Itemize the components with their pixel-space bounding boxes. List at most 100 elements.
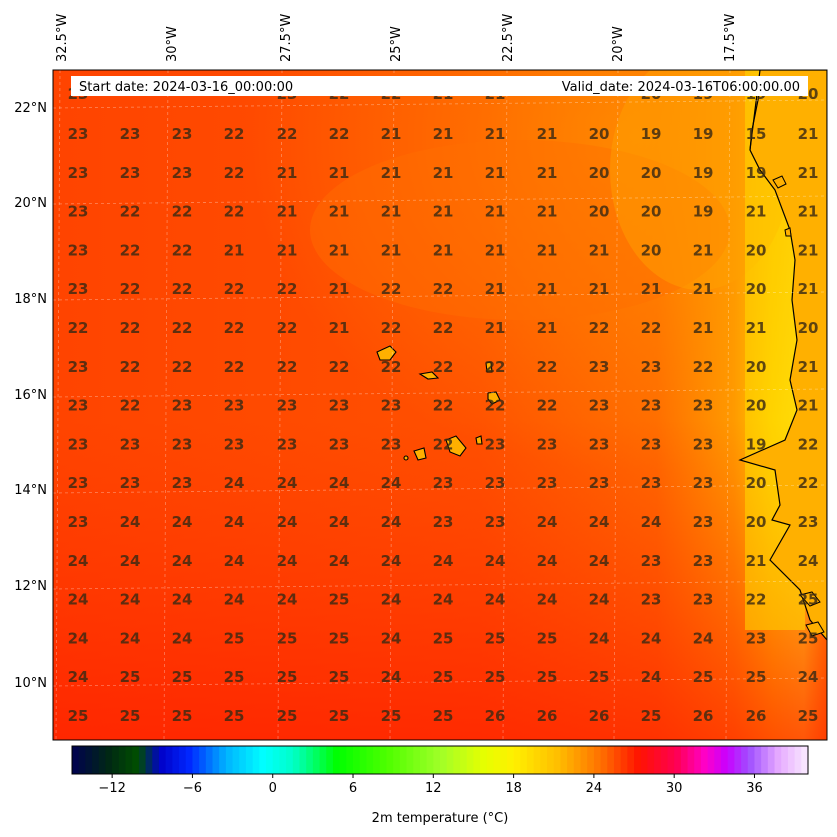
grid-value: 24: [120, 552, 141, 570]
grid-value: 23: [68, 435, 89, 453]
grid-value: 25: [485, 668, 506, 686]
grid-value: 23: [485, 435, 506, 453]
grid-value: 25: [224, 629, 245, 647]
grid-value: 23: [641, 435, 662, 453]
grid-value: 23: [172, 164, 193, 182]
grid-value: 21: [693, 319, 714, 337]
grid-value: 26: [746, 707, 767, 725]
lon-label: 22.5°W: [501, 14, 516, 62]
grid-value: 21: [641, 280, 662, 298]
grid-value: 22: [381, 358, 402, 376]
grid-value: 19: [641, 125, 662, 143]
grid-value: 23: [485, 474, 506, 492]
grid-value: 22: [329, 125, 350, 143]
grid-value: 20: [641, 203, 662, 221]
date-header: Start date: 2024-03-16_00:00:00 Valid_da…: [71, 76, 808, 96]
lon-label: 25°W: [389, 26, 404, 62]
grid-value: 25: [589, 668, 610, 686]
grid-value: 24: [589, 552, 610, 570]
grid-value: 20: [746, 358, 767, 376]
grid-value: 24: [381, 552, 402, 570]
grid-value: 21: [693, 241, 714, 259]
grid-value: 22: [120, 203, 141, 221]
grid-value: 22: [433, 319, 454, 337]
grid-value: 23: [68, 125, 89, 143]
grid-value: 23: [68, 358, 89, 376]
grid-value: 23: [433, 513, 454, 531]
grid-value: 23: [485, 513, 506, 531]
grid-value: 23: [746, 629, 767, 647]
grid-value: 19: [746, 435, 767, 453]
grid-value: 21: [537, 164, 558, 182]
colorbar-label: 2m temperature (°C): [372, 811, 509, 826]
grid-value: 21: [798, 280, 819, 298]
grid-value: 23: [224, 435, 245, 453]
grid-value: 23: [120, 474, 141, 492]
grid-value: 25: [224, 668, 245, 686]
grid-value: 21: [746, 203, 767, 221]
grid-value: 23: [172, 125, 193, 143]
grid-value: 26: [537, 707, 558, 725]
grid-value: 21: [537, 280, 558, 298]
grid-value: 23: [589, 435, 610, 453]
grid-value: 24: [172, 513, 193, 531]
grid-value: 21: [693, 280, 714, 298]
longitude-labels: 32.5°W 30°W 27.5°W 25°W 22.5°W 20°W 17.5°W: [55, 14, 738, 62]
grid-value: 21: [329, 319, 350, 337]
lon-label: 20°W: [611, 26, 626, 62]
grid-value: 24: [641, 629, 662, 647]
grid-value: 21: [329, 203, 350, 221]
grid-value: 20: [589, 164, 610, 182]
grid-value: 22: [224, 164, 245, 182]
grid-value: 21: [485, 203, 506, 221]
grid-value: 24: [329, 474, 350, 492]
grid-value: 24: [537, 591, 558, 609]
lon-label: 17.5°W: [723, 14, 738, 62]
grid-value: 24: [172, 629, 193, 647]
grid-value: 23: [589, 474, 610, 492]
grid-value: 22: [224, 203, 245, 221]
grid-value: 24: [277, 552, 298, 570]
grid-value: 24: [277, 591, 298, 609]
grid-value: 24: [537, 552, 558, 570]
grid-value: 24: [589, 591, 610, 609]
latitude-labels: 22°N 20°N 18°N 16°N 14°N 12°N 10°N: [14, 101, 47, 691]
grid-value: 24: [224, 474, 245, 492]
grid-value: 24: [381, 513, 402, 531]
grid-value: 23: [120, 125, 141, 143]
grid-value: 22: [537, 358, 558, 376]
grid-value: 23: [798, 513, 819, 531]
grid-value: 25: [641, 707, 662, 725]
grid-value: 24: [641, 513, 662, 531]
grid-value: 24: [172, 591, 193, 609]
grid-value: 22: [120, 358, 141, 376]
grid-value: 22: [381, 280, 402, 298]
grid-value: 20: [746, 241, 767, 259]
grid-value: 22: [120, 397, 141, 415]
grid-value: 21: [433, 241, 454, 259]
grid-value: 22: [641, 319, 662, 337]
grid-value: 21: [381, 241, 402, 259]
temperature-field: 23 23 22 22 21 21 20 19 19 20 23 23 23 22 22 22 21 21 21 21…: [53, 70, 827, 740]
grid-value: 24: [798, 552, 819, 570]
grid-value: 24: [172, 552, 193, 570]
grid-value: 25: [224, 707, 245, 725]
grid-value: 21: [381, 164, 402, 182]
grid-value: 24: [329, 513, 350, 531]
grid-value: 21: [485, 241, 506, 259]
grid-value: 23: [68, 513, 89, 531]
grid-value: 21: [798, 125, 819, 143]
grid-value: 23: [381, 435, 402, 453]
grid-value: 19: [693, 203, 714, 221]
grid-value: 24: [68, 591, 89, 609]
grid-value: 22: [172, 358, 193, 376]
grid-value: 22: [172, 241, 193, 259]
grid-value: 25: [172, 668, 193, 686]
grid-value: 24: [641, 668, 662, 686]
grid-value: 23: [224, 397, 245, 415]
grid-value: 24: [433, 552, 454, 570]
grid-value: 24: [120, 513, 141, 531]
lat-label: 20°N: [14, 196, 47, 211]
grid-value: 21: [798, 164, 819, 182]
